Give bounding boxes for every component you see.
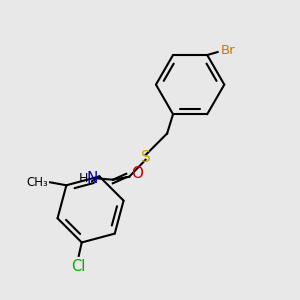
Text: CH₃: CH₃: [27, 176, 49, 189]
Text: Cl: Cl: [71, 259, 86, 274]
Text: S: S: [141, 150, 150, 165]
Text: Br: Br: [220, 44, 235, 57]
Text: O: O: [131, 166, 143, 181]
Text: H: H: [79, 172, 88, 185]
Text: N: N: [86, 171, 98, 186]
